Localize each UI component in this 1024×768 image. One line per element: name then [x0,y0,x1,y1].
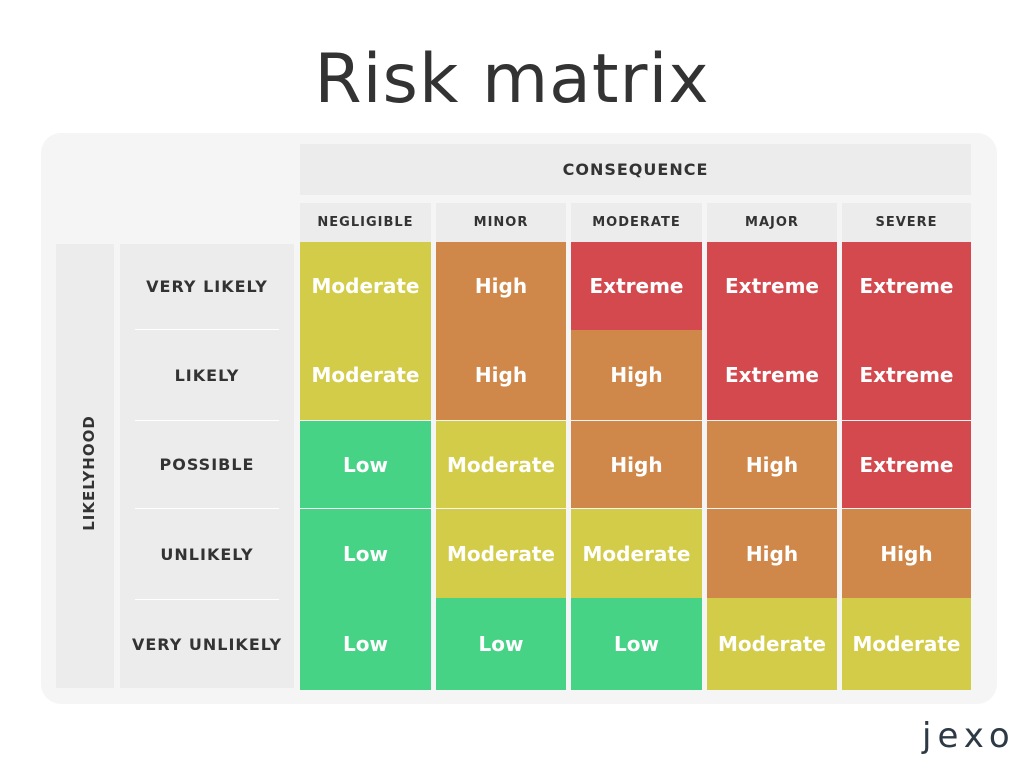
row-label-possible: POSSIBLE [159,455,255,474]
risk-cell-moderate: Moderate [300,242,431,330]
risk-cell-moderate: Moderate [300,330,431,420]
risk-cell-extreme: Extreme [707,330,837,420]
risk-cell-moderate: Moderate [707,598,837,690]
likelihood-bar [56,244,114,688]
jexo-logo: jexo [922,716,1016,756]
column-header-negligible: NEGLIGIBLE [300,203,431,242]
row-separator [135,508,279,509]
risk-cell-extreme: Extreme [571,242,702,330]
risk-cell-high: High [436,330,566,420]
row-header-panel [120,244,294,688]
risk-cell-low: Low [571,598,702,690]
risk-cell-extreme: Extreme [842,242,971,330]
risk-cell-high: High [707,509,837,598]
column-header-major: MAJOR [707,203,837,242]
row-separator [135,420,279,421]
column-header-moderate: MODERATE [571,203,702,242]
row-label-likely: LIKELY [174,365,240,385]
risk-cell-extreme: Extreme [842,421,971,508]
risk-cell-high: High [571,330,702,420]
risk-cell-moderate: Moderate [436,421,566,508]
risk-cell-extreme: Extreme [842,330,971,420]
risk-cell-high: High [571,421,702,508]
likelihood-label: LIKELYHOOD [80,415,98,531]
risk-cell-high: High [707,421,837,508]
row-separator [135,329,279,330]
risk-cell-high: High [436,242,566,330]
column-header-severe: SEVERE [842,203,971,242]
risk-cell-low: Low [300,598,431,690]
risk-cell-high: High [842,509,971,598]
row-label-very-unlikely: VERY UNLIKELY [131,634,283,654]
page-title: Risk matrix [314,40,710,119]
risk-cell-moderate: Moderate [436,509,566,598]
risk-cell-low: Low [300,421,431,508]
column-header-minor: MINOR [436,203,566,242]
risk-cell-extreme: Extreme [707,242,837,330]
risk-cell-moderate: Moderate [571,509,702,598]
row-separator [135,599,279,600]
risk-cell-low: Low [300,509,431,598]
risk-cell-moderate: Moderate [842,598,971,690]
row-label-unlikely: UNLIKELY [160,544,254,564]
logo-text: jexo [922,716,1016,756]
row-label-very-likely: VERY LIKELY [146,277,268,296]
risk-cell-low: Low [436,598,566,690]
consequence-header: CONSEQUENCE [300,144,971,195]
